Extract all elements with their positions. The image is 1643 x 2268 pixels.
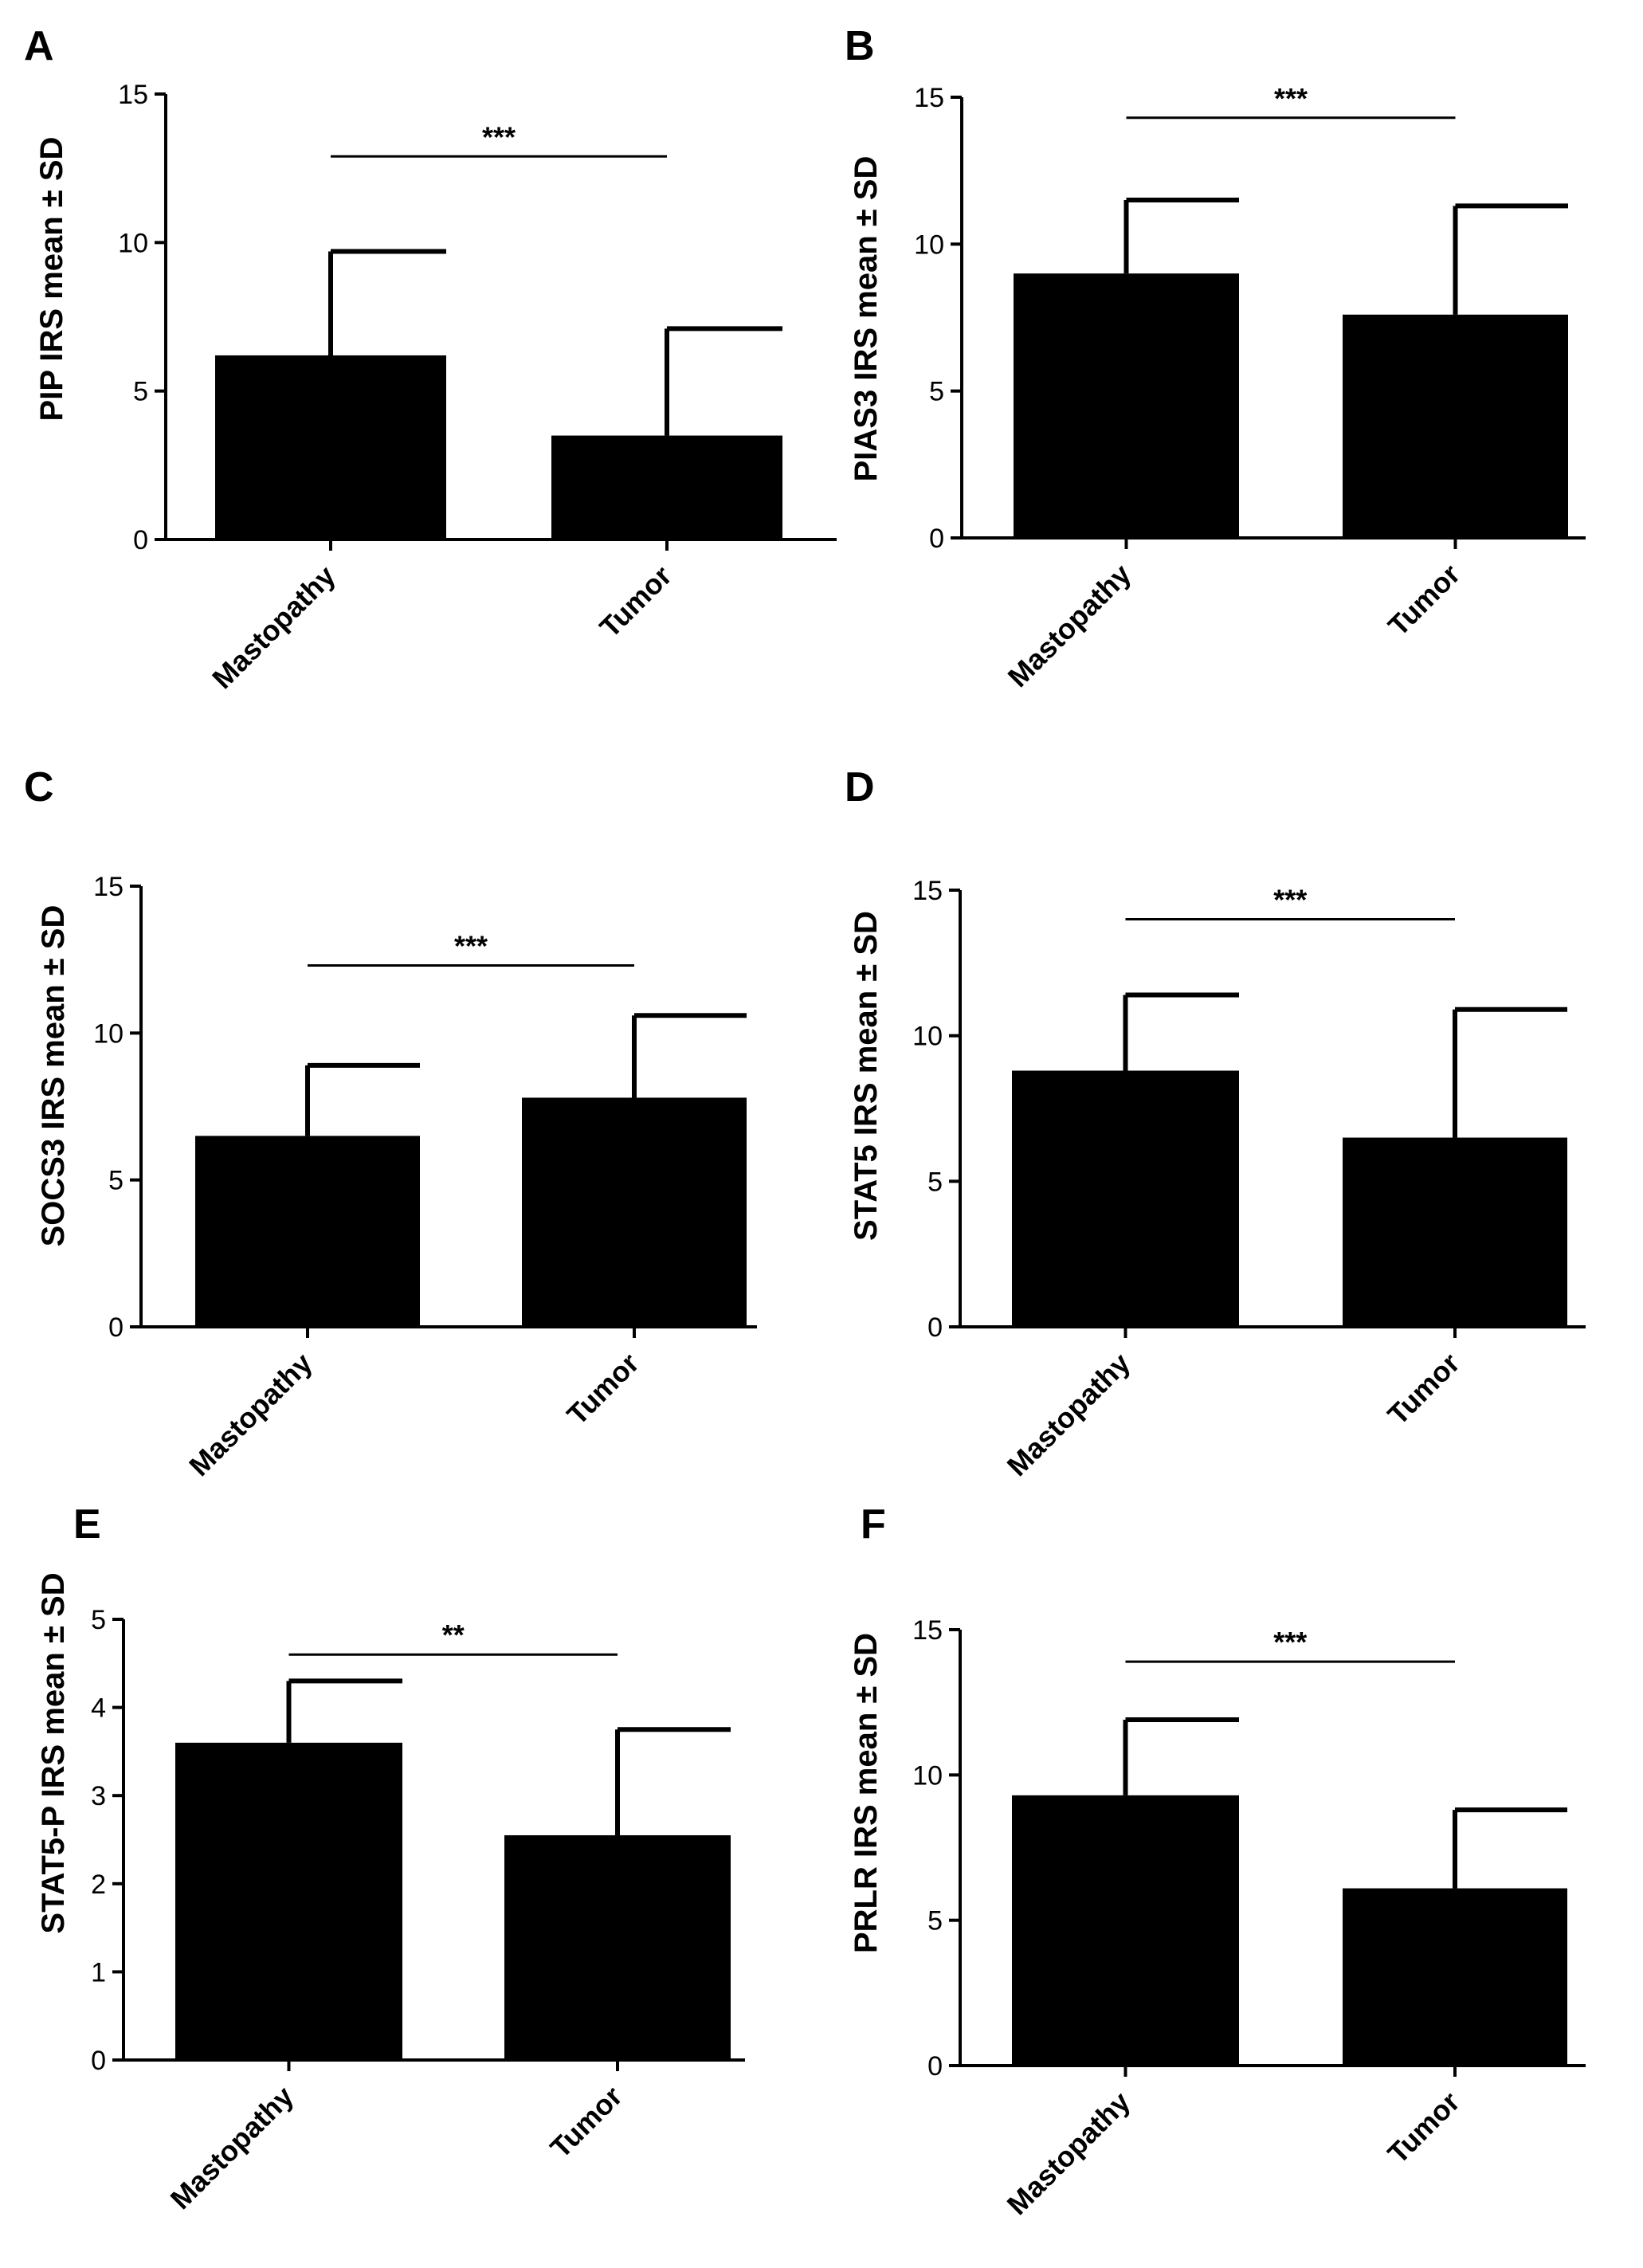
- y-tick-label: 4: [91, 1693, 106, 1724]
- y-axis-title: PIAS3 IRS mean ± SD: [849, 156, 884, 482]
- panel-letter: C: [24, 764, 54, 810]
- bar-mastopathy: [1012, 1070, 1239, 1327]
- significance-label: **: [442, 1619, 465, 1651]
- y-tick-label: 10: [93, 1018, 124, 1049]
- y-tick-label: 0: [133, 525, 148, 555]
- y-tick-label: 0: [927, 2051, 943, 2082]
- y-tick-label: 0: [927, 1313, 943, 1343]
- panel-d: D 0 5 10 15 Mastopathy Tumor STAT5 IRS mean ± S…: [845, 764, 1586, 1482]
- y-tick-label: 10: [912, 1760, 943, 1791]
- panel-a: A 0 5 10 15 Mastopathy Tumor PIP IRS mean ± SD *…: [24, 23, 837, 695]
- x-category-label-mastopathy: Mastopathy: [164, 2080, 300, 2215]
- significance-label: ***: [1273, 1626, 1307, 1658]
- x-category-label-mastopathy: Mastopathy: [206, 559, 341, 695]
- y-tick-label: 5: [927, 1167, 943, 1197]
- significance-label: ***: [1273, 884, 1307, 916]
- y-tick-label: 15: [912, 876, 943, 906]
- y-tick-label: 0: [108, 1313, 124, 1343]
- y-tick-label: 5: [108, 1166, 124, 1196]
- panel-e: E 0 1 2 3 4 5 Mastopathy Tumor STAT5-P IRS mean ±…: [36, 1501, 745, 2215]
- significance-label: ***: [1274, 82, 1308, 115]
- y-tick-label: 15: [118, 80, 148, 110]
- y-tick-label: 5: [929, 377, 944, 407]
- panel-letter: E: [73, 1501, 101, 1548]
- y-axis-title: PRLR IRS mean ± SD: [849, 1633, 884, 1953]
- y-tick-label: 0: [929, 524, 944, 554]
- y-tick-label: 15: [912, 1615, 943, 1646]
- bar-tumor: [1343, 314, 1568, 538]
- bar-tumor: [522, 1097, 747, 1327]
- bar-mastopathy: [1012, 1795, 1239, 2066]
- y-tick-label: 0: [91, 2046, 106, 2076]
- panel-b: B 0 5 10 15 Mastopathy Tumor PIAS3 IRS mean ± S…: [845, 23, 1586, 693]
- bar-mastopathy: [195, 1136, 420, 1327]
- y-tick-label: 2: [91, 1870, 106, 1900]
- bar-tumor: [551, 435, 782, 540]
- x-category-label-mastopathy: Mastopathy: [1002, 558, 1137, 693]
- bar-tumor: [504, 1834, 731, 2060]
- x-category-label-tumor: Tumor: [560, 1347, 645, 1431]
- y-axis-title: STAT5-P IRS mean ± SD: [36, 1572, 71, 1933]
- bar-mastopathy: [215, 355, 446, 540]
- x-category-label-mastopathy: Mastopathy: [182, 1347, 318, 1482]
- x-category-label-mastopathy: Mastopathy: [1001, 1347, 1136, 1482]
- panel-letter: A: [24, 23, 54, 69]
- bar-mastopathy: [175, 1742, 402, 2060]
- y-tick-label: 15: [93, 872, 124, 902]
- panel-letter: D: [845, 764, 875, 810]
- bar-tumor: [1343, 1888, 1567, 2066]
- bar-tumor: [1343, 1137, 1567, 1327]
- y-axis-title: PIP IRS mean ± SD: [34, 137, 69, 422]
- panel-letter: B: [845, 23, 875, 69]
- y-tick-label: 10: [914, 230, 944, 260]
- x-category-label-tumor: Tumor: [543, 2080, 628, 2164]
- panel-letter: F: [861, 1501, 886, 1548]
- significance-label: ***: [454, 930, 488, 963]
- y-tick-label: 10: [118, 228, 148, 258]
- y-tick-label: 3: [91, 1781, 106, 1811]
- x-category-label-tumor: Tumor: [1381, 1347, 1465, 1431]
- x-category-label-mastopathy: Mastopathy: [1001, 2086, 1136, 2221]
- y-tick-label: 5: [91, 1605, 106, 1635]
- y-tick-label: 5: [133, 377, 148, 407]
- panel-c: C 0 5 10 15 Mastopathy Tumor SOCS3 IRS mean ± S…: [24, 764, 757, 1482]
- y-tick-label: 5: [927, 1906, 943, 1936]
- x-category-label-tumor: Tumor: [1381, 2086, 1465, 2170]
- y-axis-title: STAT5 IRS mean ± SD: [849, 911, 884, 1241]
- bar-mastopathy: [1014, 273, 1239, 538]
- x-category-label-tumor: Tumor: [1382, 558, 1466, 642]
- y-tick-label: 15: [914, 83, 944, 113]
- panel-f: F 0 5 10 15 Mastopathy Tumor PRLR IRS mean ± SD…: [849, 1501, 1586, 2221]
- x-category-label-tumor: Tumor: [593, 559, 677, 644]
- y-tick-label: 1: [91, 1957, 106, 1987]
- significance-label: ***: [482, 120, 516, 153]
- y-axis-title: SOCS3 IRS mean ± SD: [36, 905, 71, 1247]
- y-tick-label: 10: [912, 1022, 943, 1052]
